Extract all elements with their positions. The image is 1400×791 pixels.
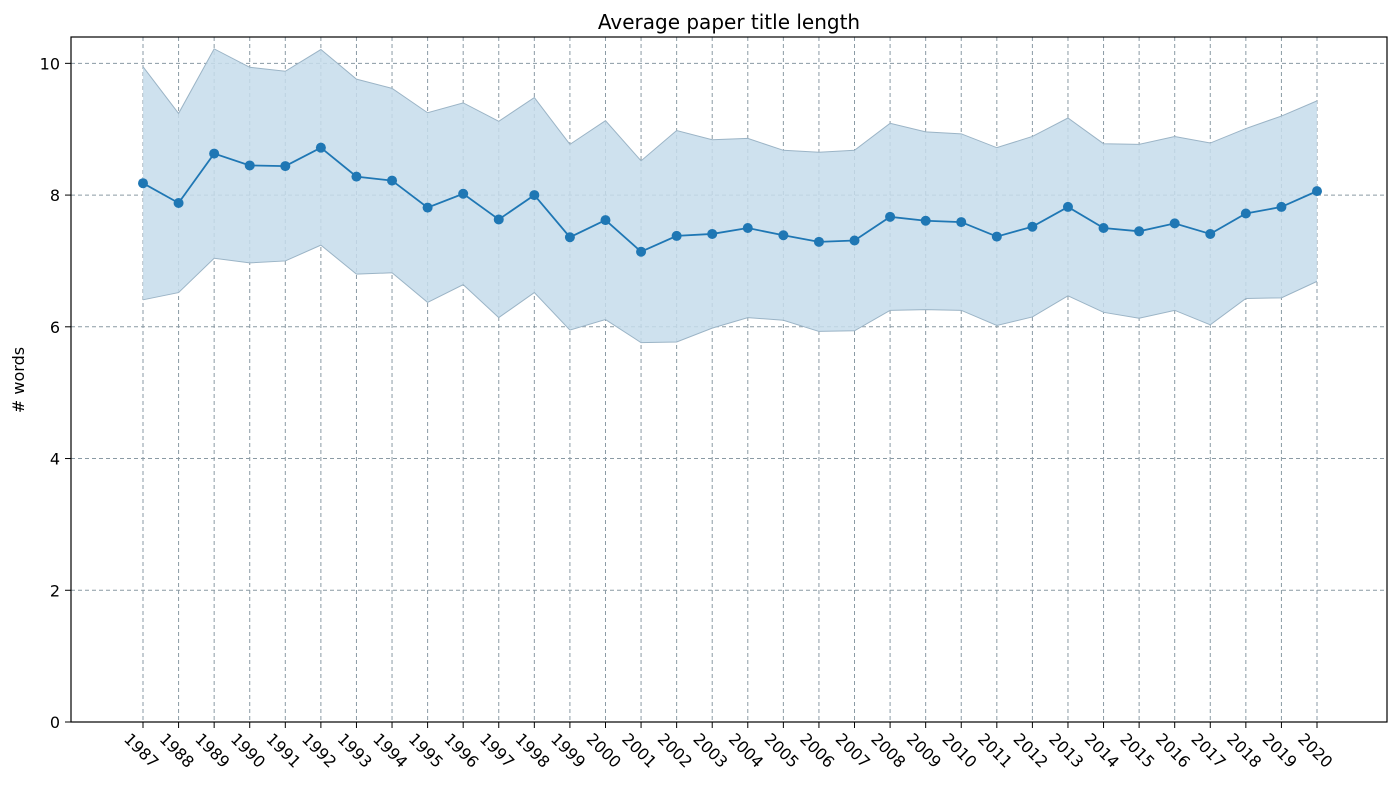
x-tick-label: 1991 xyxy=(262,729,304,771)
data-point-2009 xyxy=(920,215,931,226)
x-tick-label: 1993 xyxy=(334,729,376,771)
y-tick-label: 8 xyxy=(50,186,60,205)
x-tick-label: 1996 xyxy=(440,729,482,771)
x-tick-label: 2001 xyxy=(618,729,660,771)
data-point-2001 xyxy=(636,246,647,257)
y-tick-label: 6 xyxy=(50,318,60,337)
data-point-2017 xyxy=(1205,228,1216,239)
data-point-2013 xyxy=(1062,201,1073,212)
x-tick-label: 2013 xyxy=(1045,729,1087,771)
data-point-2006 xyxy=(813,236,824,247)
x-tick-label: 1995 xyxy=(405,729,447,771)
x-tick-label: 1987 xyxy=(120,729,162,771)
x-tick-label: 2004 xyxy=(725,729,767,771)
x-tick-label: 2009 xyxy=(903,729,945,771)
band-lower-edge xyxy=(142,244,1318,344)
data-point-2012 xyxy=(1027,221,1038,232)
x-tick-label: 2003 xyxy=(689,729,731,771)
y-tick-label: 4 xyxy=(50,450,60,469)
data-point-1996 xyxy=(458,188,469,199)
data-point-1989 xyxy=(209,148,220,159)
band-upper-edge xyxy=(142,48,1318,162)
data-point-1987 xyxy=(138,178,148,189)
data-point-2011 xyxy=(991,231,1002,242)
data-point-2002 xyxy=(671,230,682,241)
band-layer xyxy=(142,48,1318,344)
y-tick-label: 10 xyxy=(40,54,60,73)
x-tick-label: 2000 xyxy=(583,729,625,771)
x-tick-label: 2011 xyxy=(974,729,1016,771)
data-point-2010 xyxy=(956,217,967,228)
x-tick-label: 2019 xyxy=(1259,729,1301,771)
x-tick-label: 1989 xyxy=(191,729,233,771)
x-tick-label: 2002 xyxy=(654,729,696,771)
data-point-1992 xyxy=(315,142,326,153)
y-tick-label: 0 xyxy=(50,713,60,732)
x-tick-label: 1999 xyxy=(547,729,589,771)
x-tick-label: 1992 xyxy=(298,729,340,771)
series-line-mean xyxy=(142,146,1318,253)
data-point-2007 xyxy=(849,235,860,246)
data-point-2015 xyxy=(1134,226,1145,237)
data-point-2020 xyxy=(1312,186,1322,197)
data-point-1995 xyxy=(422,202,433,213)
data-point-1991 xyxy=(280,161,291,172)
x-tick-label: 1990 xyxy=(227,729,269,771)
data-point-2003 xyxy=(707,228,718,239)
x-tick-label: 2018 xyxy=(1223,729,1265,771)
x-tick-label: 1998 xyxy=(512,729,554,771)
data-point-1997 xyxy=(493,214,504,225)
plot-frame xyxy=(70,36,1388,723)
x-tick-label: 2005 xyxy=(761,729,803,771)
x-tick-label: 2010 xyxy=(938,729,980,771)
data-point-2018 xyxy=(1240,208,1251,219)
x-tick-label: 2007 xyxy=(832,729,874,771)
x-tick-label: 1988 xyxy=(156,729,198,771)
x-tick-label: 2014 xyxy=(1081,729,1123,771)
chart-title: Average paper title length xyxy=(598,10,860,34)
x-tick-label: 2015 xyxy=(1116,729,1158,771)
x-tick-label: 2017 xyxy=(1187,729,1229,771)
x-tick-label: 1994 xyxy=(369,729,411,771)
x-tick-label: 2006 xyxy=(796,729,838,771)
data-point-2005 xyxy=(778,230,789,241)
line-layer xyxy=(138,142,1322,257)
data-point-2019 xyxy=(1276,201,1287,212)
x-tick-label: 2012 xyxy=(1010,729,1052,771)
y-axis-label: # words xyxy=(9,347,28,413)
x-tick-label: 2008 xyxy=(867,729,909,771)
data-point-2016 xyxy=(1169,218,1180,229)
y-tick-label: 2 xyxy=(50,581,60,600)
data-point-1999 xyxy=(564,232,575,243)
data-point-2008 xyxy=(885,211,896,222)
x-tick-label: 2020 xyxy=(1294,729,1336,771)
data-point-1988 xyxy=(173,197,184,208)
data-point-2000 xyxy=(600,215,611,226)
data-point-1990 xyxy=(244,160,255,171)
x-tick-label: 1997 xyxy=(476,729,518,771)
data-point-1994 xyxy=(387,175,398,186)
x-tick-label: 2016 xyxy=(1152,729,1194,771)
data-point-1998 xyxy=(529,190,540,201)
std-band xyxy=(143,48,1317,343)
data-point-2014 xyxy=(1098,223,1109,234)
data-point-2004 xyxy=(742,223,753,234)
data-point-1993 xyxy=(351,171,362,182)
